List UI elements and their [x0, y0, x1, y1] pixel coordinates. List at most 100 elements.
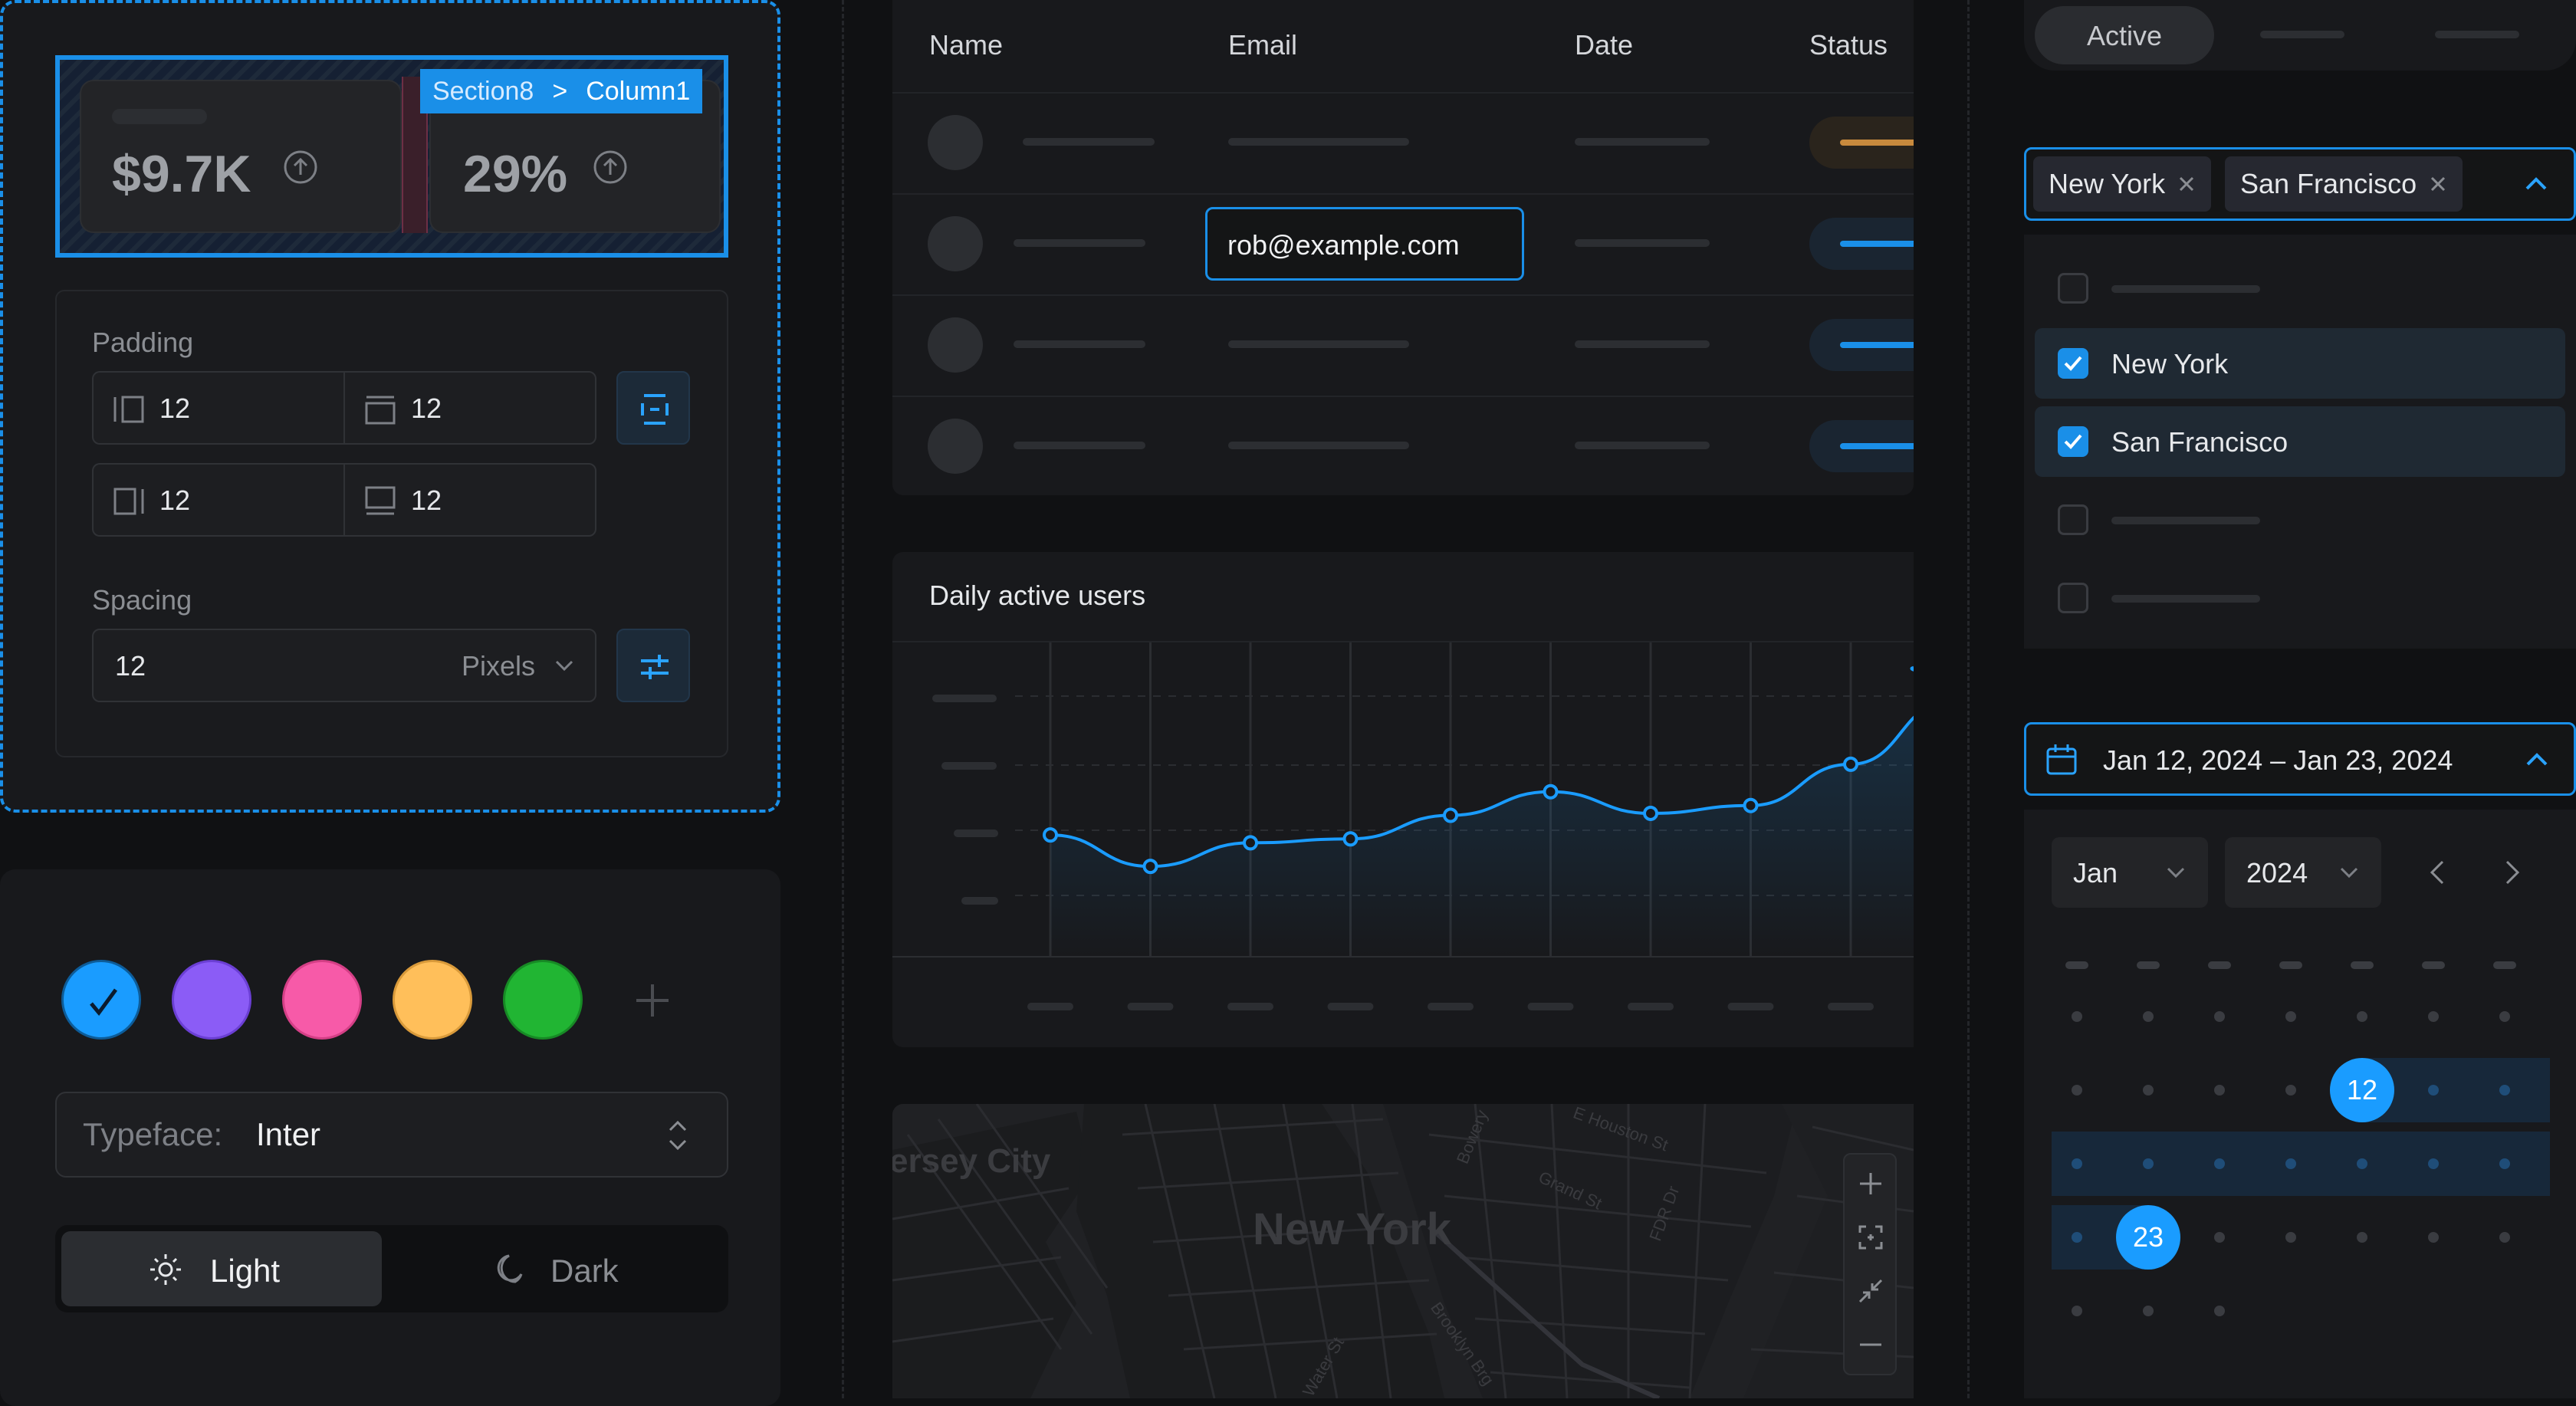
table-row[interactable]: [892, 195, 1914, 293]
range-start-day[interactable]: 12: [2330, 1058, 2394, 1122]
spacing-settings-button[interactable]: [616, 629, 690, 702]
calendar-day[interactable]: [2428, 1232, 2439, 1243]
typeface-select[interactable]: Typeface: Inter: [55, 1092, 728, 1178]
zoom-in-icon[interactable]: [1855, 1168, 1886, 1199]
checkbox[interactable]: [2058, 504, 2088, 535]
calendar-day[interactable]: [2428, 1085, 2439, 1096]
fullscreen-icon[interactable]: [1855, 1222, 1886, 1253]
option-row-san-francisco[interactable]: San Francisco: [2035, 406, 2565, 477]
data-point[interactable]: [1443, 807, 1458, 823]
calendar-day[interactable]: [2143, 1085, 2154, 1096]
calendar-day[interactable]: [2072, 1011, 2082, 1022]
table-row[interactable]: [892, 94, 1914, 192]
calendar-day[interactable]: [2143, 1306, 2154, 1316]
calendar-day[interactable]: [2072, 1232, 2082, 1243]
map-card[interactable]: ersey City New York E Houston St Grand S…: [892, 1104, 1914, 1398]
color-swatch-green[interactable]: [503, 960, 583, 1040]
data-point[interactable]: [1643, 805, 1658, 821]
stat-label-placeholder: [112, 109, 207, 124]
data-point[interactable]: [1743, 797, 1759, 813]
calendar-day[interactable]: [2072, 1085, 2082, 1096]
calendar-day[interactable]: [2499, 1085, 2510, 1096]
spacing-field[interactable]: 12 Pixels: [92, 629, 596, 702]
column-header-name[interactable]: Name: [929, 29, 1004, 61]
option-row[interactable]: [2035, 563, 2565, 633]
tab-placeholder[interactable]: [2260, 31, 2344, 38]
table-row[interactable]: [892, 296, 1914, 394]
y-tick-label: [961, 897, 998, 905]
calendar-day[interactable]: [2499, 1232, 2510, 1243]
theme-light-option[interactable]: Light: [61, 1231, 382, 1306]
y-tick-label: [954, 829, 998, 837]
calendar-day[interactable]: [2357, 1011, 2367, 1022]
option-row[interactable]: [2035, 485, 2565, 555]
calendar-day[interactable]: [2143, 1011, 2154, 1022]
checkbox-checked[interactable]: [2058, 348, 2088, 379]
calendar-day[interactable]: [2499, 1158, 2510, 1169]
breadcrumb-section[interactable]: Section8: [432, 76, 534, 106]
padding-bottom-field[interactable]: 12: [343, 463, 596, 537]
collapse-icon[interactable]: [1855, 1276, 1886, 1306]
data-point[interactable]: [1043, 827, 1058, 843]
calendar-day[interactable]: [2214, 1085, 2225, 1096]
data-point[interactable]: [1543, 783, 1559, 800]
color-swatch-blue[interactable]: [61, 960, 141, 1040]
checkbox[interactable]: [2058, 273, 2088, 304]
calendar-day[interactable]: [2214, 1232, 2225, 1243]
color-swatch-purple[interactable]: [172, 960, 251, 1040]
email-edit-value: rob@example.com: [1227, 229, 1460, 261]
calendar-day[interactable]: [2072, 1158, 2082, 1169]
padding-right-field[interactable]: 12: [92, 463, 345, 537]
option-row-new-york[interactable]: New York: [2035, 328, 2565, 399]
calendar-day[interactable]: [2428, 1158, 2439, 1169]
date-range-input[interactable]: Jan 12, 2024 – Jan 23, 2024: [2024, 722, 2576, 796]
calendar-day[interactable]: [2214, 1011, 2225, 1022]
calendar-day[interactable]: [2357, 1158, 2367, 1169]
calendar-day[interactable]: [2214, 1306, 2225, 1316]
year-select[interactable]: 2024: [2225, 837, 2381, 908]
calendar-day[interactable]: [2285, 1085, 2296, 1096]
next-month-icon[interactable]: [2496, 857, 2527, 888]
chevron-up-icon[interactable]: [2524, 173, 2548, 195]
calendar-day[interactable]: [2143, 1158, 2154, 1169]
zoom-out-icon[interactable]: [1855, 1329, 1886, 1360]
checkbox-checked[interactable]: [2058, 426, 2088, 457]
calendar-day[interactable]: [2285, 1158, 2296, 1169]
data-point[interactable]: [1843, 756, 1858, 772]
add-color-icon[interactable]: [633, 981, 672, 1020]
calendar-day[interactable]: [2499, 1011, 2510, 1022]
color-swatch-orange[interactable]: [393, 960, 472, 1040]
calendar-day[interactable]: [2285, 1232, 2296, 1243]
column-header-email[interactable]: Email: [1228, 29, 1298, 61]
option-row[interactable]: [2035, 253, 2565, 324]
data-point[interactable]: [1243, 835, 1258, 851]
remove-tag-icon[interactable]: [2177, 175, 2196, 193]
calendar-day[interactable]: [2072, 1306, 2082, 1316]
calendar-day[interactable]: [2214, 1158, 2225, 1169]
checkbox[interactable]: [2058, 583, 2088, 613]
month-select[interactable]: Jan: [2052, 837, 2208, 908]
padding-left-field[interactable]: 12: [92, 371, 345, 445]
range-highlight: [2052, 1132, 2550, 1196]
calendar-day[interactable]: [2357, 1232, 2367, 1243]
range-end-day[interactable]: 23: [2116, 1205, 2180, 1270]
padding-top-field[interactable]: 12: [343, 371, 596, 445]
calendar-day[interactable]: [2285, 1011, 2296, 1022]
color-swatch-pink[interactable]: [282, 960, 362, 1040]
column-header-date[interactable]: Date: [1575, 29, 1634, 61]
tab-placeholder[interactable]: [2435, 31, 2519, 38]
previous-month-icon[interactable]: [2423, 857, 2453, 888]
spacing-unit[interactable]: Pixels: [462, 650, 536, 682]
calendar-day[interactable]: [2428, 1011, 2439, 1022]
data-point[interactable]: [1342, 831, 1359, 847]
breadcrumb-column[interactable]: Column1: [586, 76, 691, 106]
city-options-dropdown: New York San Francisco: [2024, 235, 2576, 649]
tab-active[interactable]: Active: [2035, 6, 2214, 64]
table-row[interactable]: [892, 397, 1914, 495]
email-edit-input[interactable]: rob@example.com: [1205, 207, 1524, 281]
column-header-status[interactable]: Status: [1809, 29, 1888, 61]
remove-tag-icon[interactable]: [2429, 175, 2447, 193]
theme-dark-option[interactable]: Dark: [388, 1231, 722, 1306]
padding-mode-button[interactable]: [616, 371, 690, 445]
data-point[interactable]: [1142, 859, 1158, 875]
